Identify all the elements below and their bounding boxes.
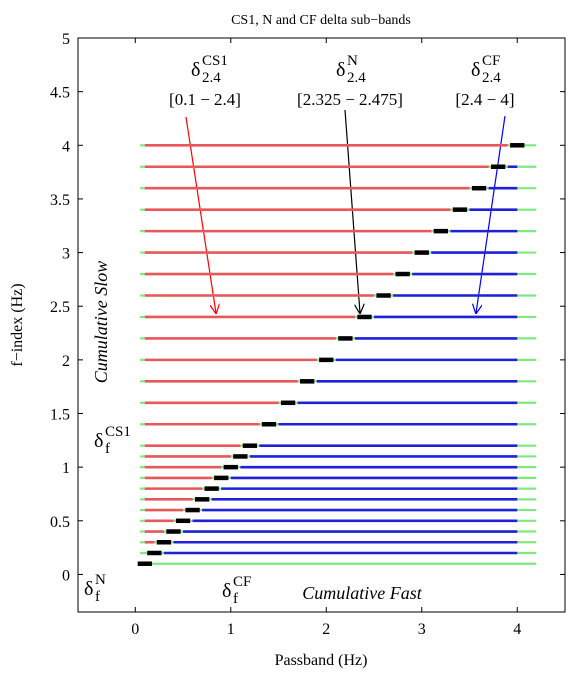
- delta-symbol: δ: [84, 578, 93, 600]
- superscript: CS1: [202, 53, 228, 69]
- superscript: CF: [233, 574, 251, 590]
- arrow: [476, 115, 506, 313]
- y-tick-label: 1.5: [50, 407, 70, 424]
- delta-symbol: δ: [336, 59, 345, 81]
- y-axis-label: f−index (Hz): [9, 283, 26, 366]
- annotation-range: [2.4 − 4]: [455, 90, 514, 109]
- subscript: 2.4: [347, 70, 366, 86]
- superscript: N: [347, 53, 358, 69]
- y-tick-label: 1: [62, 460, 70, 477]
- y-tick-label: 3: [62, 246, 70, 263]
- x-tick-label: 1: [227, 621, 235, 638]
- delta-symbol: δ: [222, 580, 231, 602]
- delta-symbol: δ: [94, 430, 103, 452]
- chart-title: CS1, N and CF delta sub−bands: [231, 13, 411, 28]
- region-label: Cumulative Fast: [302, 583, 422, 603]
- x-tick-label: 2: [322, 621, 330, 638]
- y-tick-label: 0.5: [50, 514, 70, 531]
- y-tick-label: 3.5: [50, 192, 70, 209]
- annotation-range: [0.1 − 2.4]: [169, 90, 241, 109]
- x-tick-label: 0: [131, 621, 139, 638]
- superscript: N: [95, 572, 106, 588]
- y-tick-label: 4.5: [50, 85, 70, 102]
- y-tick-label: 4: [62, 138, 70, 155]
- subscript: 2.4: [482, 70, 501, 86]
- y-tick-label: 2: [62, 353, 70, 370]
- arrow: [185, 116, 216, 313]
- arrow: [344, 109, 360, 313]
- superscript: CF: [482, 53, 500, 69]
- delta-symbol: δ: [471, 59, 480, 81]
- region-label: Cumulative Slow: [91, 261, 111, 384]
- x-tick-label: 4: [513, 621, 521, 638]
- y-tick-label: 0: [62, 567, 70, 584]
- x-axis-label: Passband (Hz): [275, 652, 368, 669]
- subscript: f: [95, 589, 100, 605]
- plot-frame: [77, 37, 566, 613]
- y-tick-label: 5: [62, 31, 70, 48]
- subscript: f: [105, 441, 110, 457]
- y-tick-label: 2.5: [50, 299, 70, 316]
- x-tick-label: 3: [418, 621, 426, 638]
- delta-symbol: δ: [191, 59, 200, 81]
- subscript: 2.4: [202, 70, 221, 86]
- annotation-range: [2.325 − 2.475]: [297, 90, 403, 109]
- superscript: CS1: [105, 424, 131, 440]
- subscript: f: [233, 591, 238, 607]
